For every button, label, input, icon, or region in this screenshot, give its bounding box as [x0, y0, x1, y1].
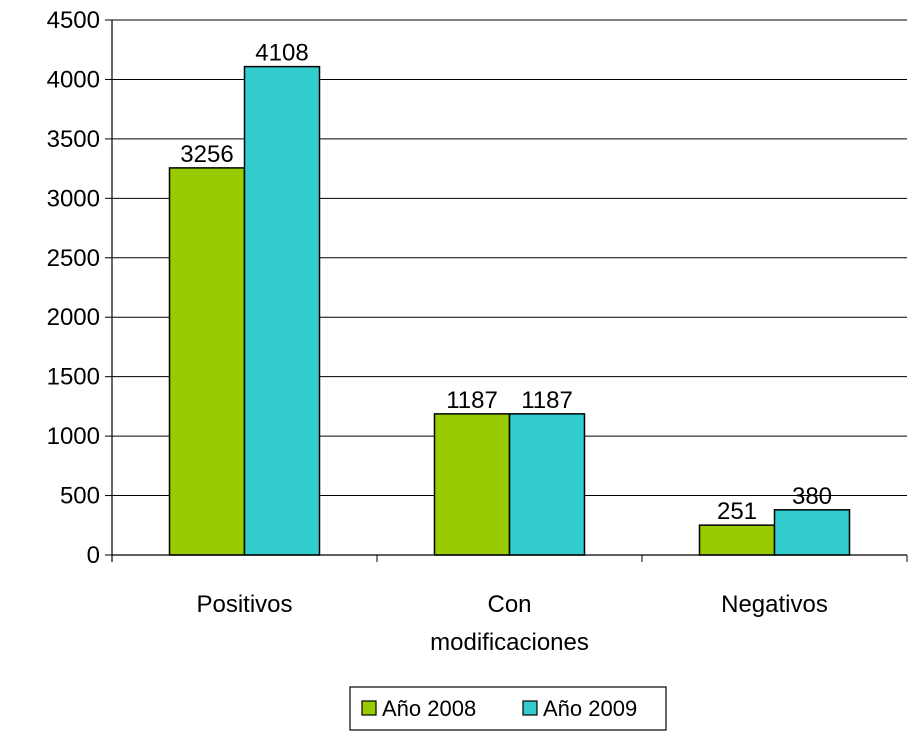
x-tick-label: Negativos	[721, 591, 828, 618]
y-tick-label: 1500	[47, 364, 100, 391]
legend-label: Año 2009	[543, 696, 637, 721]
legend-swatch	[522, 700, 538, 716]
y-tick-label: 2500	[47, 245, 100, 272]
bar-ano-2008-1	[433, 413, 511, 556]
y-tick-label: 4500	[47, 7, 100, 34]
legend: Año 2008 Año 2009	[349, 686, 667, 731]
bar-ano-2009-2	[773, 509, 851, 556]
legend-label: Año 2008	[382, 696, 476, 721]
data-label: 4108	[255, 40, 308, 67]
bar-ano-2008-2	[698, 524, 776, 556]
y-tick-label: 0	[87, 542, 100, 569]
data-label: 380	[792, 483, 832, 510]
bar-ano-2009-1	[508, 413, 586, 556]
y-tick-label: 4000	[47, 66, 100, 93]
data-label: 3256	[180, 141, 233, 168]
y-tick-label: 2000	[47, 304, 100, 331]
data-label: 1187	[521, 387, 573, 414]
data-labels: 3256 4108 1187 1187 251 380	[180, 40, 832, 526]
x-tick-label: Con modificaciones	[430, 591, 589, 656]
axes: 0 500 1000 1500 2000 2500 3000 3500 4000 4500 Posi…	[47, 7, 908, 656]
bar-ano-2008-0	[168, 167, 246, 556]
data-label: 1187	[446, 387, 498, 414]
y-tick-label: 3000	[47, 185, 100, 212]
y-tick-label: 1000	[47, 423, 100, 450]
y-tick-label: 3500	[47, 126, 100, 153]
data-label: 251	[717, 498, 757, 525]
legend-box	[349, 686, 667, 731]
legend-swatch	[361, 700, 377, 716]
x-tick-label: Positivos	[196, 591, 292, 618]
y-tick-label: 500	[60, 483, 100, 510]
bars	[168, 65, 851, 556]
bar-ano-2009-0	[243, 65, 321, 556]
